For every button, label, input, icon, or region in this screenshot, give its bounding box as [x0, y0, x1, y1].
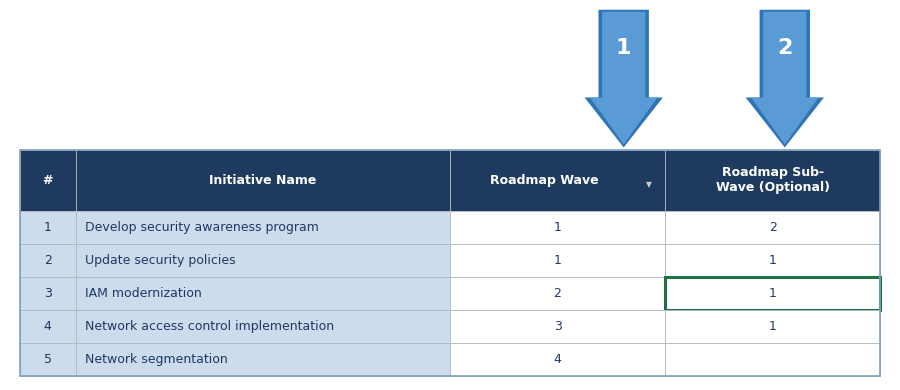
Text: 3: 3 [554, 320, 562, 333]
Bar [665, 310, 880, 343]
Bar [665, 277, 880, 310]
Bar [450, 343, 665, 376]
Text: Roadmap Wave: Roadmap Wave [490, 174, 598, 187]
Text: 1: 1 [769, 287, 777, 300]
Bar [20, 150, 76, 211]
Bar [450, 211, 665, 244]
Text: 1: 1 [44, 221, 51, 234]
Polygon shape [745, 10, 824, 147]
Bar [450, 310, 665, 343]
Bar [76, 211, 450, 244]
Text: 2: 2 [769, 221, 777, 234]
Text: 1: 1 [616, 38, 632, 58]
Bar [20, 211, 76, 244]
Bar [450, 277, 665, 310]
Bar [20, 343, 76, 376]
Text: 2: 2 [554, 287, 562, 300]
Text: 1: 1 [554, 221, 562, 234]
Polygon shape [590, 12, 657, 144]
Bar [665, 343, 880, 376]
Text: Network segmentation: Network segmentation [85, 353, 228, 366]
Bar [76, 244, 450, 277]
Bar [76, 150, 450, 211]
Text: 4: 4 [44, 320, 51, 333]
Text: 1: 1 [769, 254, 777, 267]
Text: Roadmap Sub-
Wave (Optional): Roadmap Sub- Wave (Optional) [716, 167, 830, 194]
Bar [450, 244, 665, 277]
Text: Network access control implementation: Network access control implementation [85, 320, 334, 333]
Bar [76, 310, 450, 343]
Polygon shape [585, 10, 662, 147]
Text: Update security policies: Update security policies [85, 254, 236, 267]
Bar [20, 244, 76, 277]
Bar [20, 150, 880, 376]
Bar [450, 150, 665, 211]
Text: #: # [42, 174, 53, 187]
Bar [76, 277, 450, 310]
Bar [76, 343, 450, 376]
Text: 2: 2 [44, 254, 51, 267]
Text: 2: 2 [777, 38, 793, 58]
Bar [665, 211, 880, 244]
Bar [665, 150, 880, 211]
Text: Develop security awareness program: Develop security awareness program [85, 221, 319, 234]
Text: 5: 5 [44, 353, 52, 366]
Text: IAM modernization: IAM modernization [85, 287, 202, 300]
Text: 4: 4 [554, 353, 562, 366]
Text: 1: 1 [554, 254, 562, 267]
Text: Initiative Name: Initiative Name [209, 174, 317, 187]
Text: 1: 1 [769, 320, 777, 333]
Text: ▼: ▼ [646, 180, 652, 189]
Bar [20, 277, 76, 310]
Bar [20, 310, 76, 343]
Polygon shape [752, 12, 819, 144]
Bar [665, 244, 880, 277]
Text: 3: 3 [44, 287, 51, 300]
